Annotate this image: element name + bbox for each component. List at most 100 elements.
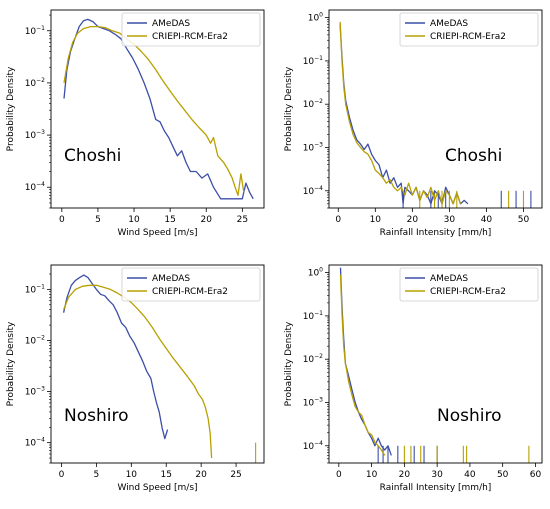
y-tick-exponent: 0 xyxy=(319,12,323,19)
x-tick-label: 0 xyxy=(335,215,341,225)
x-tick-label: 5 xyxy=(95,215,101,225)
x-tick-label: 20 xyxy=(195,470,207,480)
y-tick-exponent: −2 xyxy=(36,334,45,341)
y-tick-exponent: −4 xyxy=(36,437,45,444)
legend: AMeDAS CRIEPI-RCM-Era2 xyxy=(399,12,539,47)
y-tick-label: 10−1 xyxy=(303,55,323,67)
series-line-criepi xyxy=(62,284,213,459)
legend-entry: CRIEPI-RCM-Era2 xyxy=(152,287,228,297)
chart-panel-3: 10−4 10−3 10−2 10−1 0 5 10 15 20 25 Wind Speed [m/… xyxy=(6,264,265,493)
y-tick-exponent: −2 xyxy=(314,98,323,105)
legend-entry: AMeDAS xyxy=(152,274,190,284)
y-tick-exponent: −1 xyxy=(36,283,45,290)
y-tick-label: 10−1 xyxy=(25,283,45,295)
y-tick-exponent: −3 xyxy=(314,141,323,148)
x-axis-label: Wind Speed [m/s] xyxy=(117,228,197,238)
series-line-amedas xyxy=(63,18,254,200)
y-tick-label: 10−3 xyxy=(25,129,45,141)
x-tick-label: 30 xyxy=(431,470,443,480)
y-tick-label: 10−3 xyxy=(303,396,323,408)
plot-frame xyxy=(50,264,265,464)
x-tick-label: 0 xyxy=(59,215,65,225)
legend-entry: AMeDAS xyxy=(430,19,468,29)
station-label: Choshi xyxy=(445,146,502,166)
y-tick-label: 10−2 xyxy=(25,77,45,89)
series-line-criepi xyxy=(339,21,462,205)
plot-frame xyxy=(50,9,265,209)
y-tick-label: 10−3 xyxy=(303,141,323,153)
x-tick-label: 25 xyxy=(237,215,248,225)
x-tick-label: 15 xyxy=(161,470,172,480)
station-label: Noshiro xyxy=(64,406,129,426)
plot-frame xyxy=(328,9,543,209)
y-axis-label: Probability Density xyxy=(6,321,16,406)
y-axis-label: Probability Density xyxy=(6,66,16,151)
x-tick-label: 50 xyxy=(518,215,530,225)
y-tick-exponent: −4 xyxy=(36,181,45,188)
y-tick-label: 10−4 xyxy=(303,185,323,197)
series-line-criepi xyxy=(63,25,245,196)
legend-entry: CRIEPI-RCM-Era2 xyxy=(430,32,506,42)
series-line-amedas xyxy=(62,274,169,440)
series-line-amedas xyxy=(339,24,469,205)
x-tick-label: 30 xyxy=(444,215,456,225)
legend: AMeDAS CRIEPI-RCM-Era2 xyxy=(399,267,539,302)
x-tick-label: 50 xyxy=(497,470,509,480)
y-tick-exponent: 0 xyxy=(319,267,323,274)
x-axis-label: Rainfall Intensity [mm/h] xyxy=(380,483,492,493)
x-tick-label: 10 xyxy=(370,215,382,225)
x-axis-label: Wind Speed [m/s] xyxy=(117,483,197,493)
y-tick-label: 10−4 xyxy=(25,181,45,193)
legend: AMeDAS CRIEPI-RCM-Era2 xyxy=(121,12,261,47)
x-tick-label: 20 xyxy=(399,470,411,480)
y-tick-label: 100 xyxy=(308,12,323,24)
y-tick-label: 100 xyxy=(308,267,323,279)
x-tick-label: 20 xyxy=(201,215,213,225)
legend-box xyxy=(121,12,261,47)
series-line-criepi xyxy=(339,274,386,456)
x-tick-label: 60 xyxy=(530,470,542,480)
y-tick-label: 10−2 xyxy=(303,353,323,365)
x-tick-label: 25 xyxy=(230,470,241,480)
x-axis-label: Rainfall Intensity [mm/h] xyxy=(380,228,492,238)
x-tick-label: 0 xyxy=(59,470,65,480)
y-tick-exponent: −3 xyxy=(314,396,323,403)
y-tick-exponent: −2 xyxy=(36,77,45,84)
y-tick-exponent: −3 xyxy=(36,386,45,393)
x-tick-label: 10 xyxy=(128,215,140,225)
y-tick-exponent: −1 xyxy=(36,25,45,32)
y-tick-label: 10−4 xyxy=(25,437,45,449)
legend-box xyxy=(399,12,539,47)
station-label: Choshi xyxy=(64,146,121,166)
plot-frame xyxy=(328,264,543,464)
x-tick-label: 40 xyxy=(481,215,493,225)
x-tick-label: 0 xyxy=(336,470,342,480)
x-tick-label: 20 xyxy=(407,215,419,225)
x-tick-label: 5 xyxy=(94,470,100,480)
y-tick-label: 10−3 xyxy=(25,386,45,398)
y-axis-label: Probability Density xyxy=(284,321,294,406)
legend: AMeDAS CRIEPI-RCM-Era2 xyxy=(121,267,261,302)
x-tick-label: 40 xyxy=(464,470,476,480)
legend-box xyxy=(399,267,539,302)
x-tick-label: 15 xyxy=(164,215,175,225)
y-tick-label: 10−1 xyxy=(303,310,323,322)
legend-entry: CRIEPI-RCM-Era2 xyxy=(430,287,506,297)
y-tick-label: 10−4 xyxy=(303,440,323,452)
y-tick-exponent: −1 xyxy=(314,55,323,62)
y-tick-exponent: −1 xyxy=(314,310,323,317)
x-tick-label: 10 xyxy=(126,470,138,480)
legend-entry: AMeDAS xyxy=(152,19,190,29)
y-tick-exponent: −2 xyxy=(314,353,323,360)
y-tick-label: 10−1 xyxy=(25,25,45,37)
y-tick-exponent: −4 xyxy=(314,185,323,192)
y-tick-label: 10−2 xyxy=(303,98,323,110)
x-tick-label: 10 xyxy=(366,470,378,480)
y-tick-label: 10−2 xyxy=(25,334,45,346)
y-tick-exponent: −3 xyxy=(36,129,45,136)
y-axis-label: Probability Density xyxy=(284,66,294,151)
legend-entry: CRIEPI-RCM-Era2 xyxy=(152,32,228,42)
